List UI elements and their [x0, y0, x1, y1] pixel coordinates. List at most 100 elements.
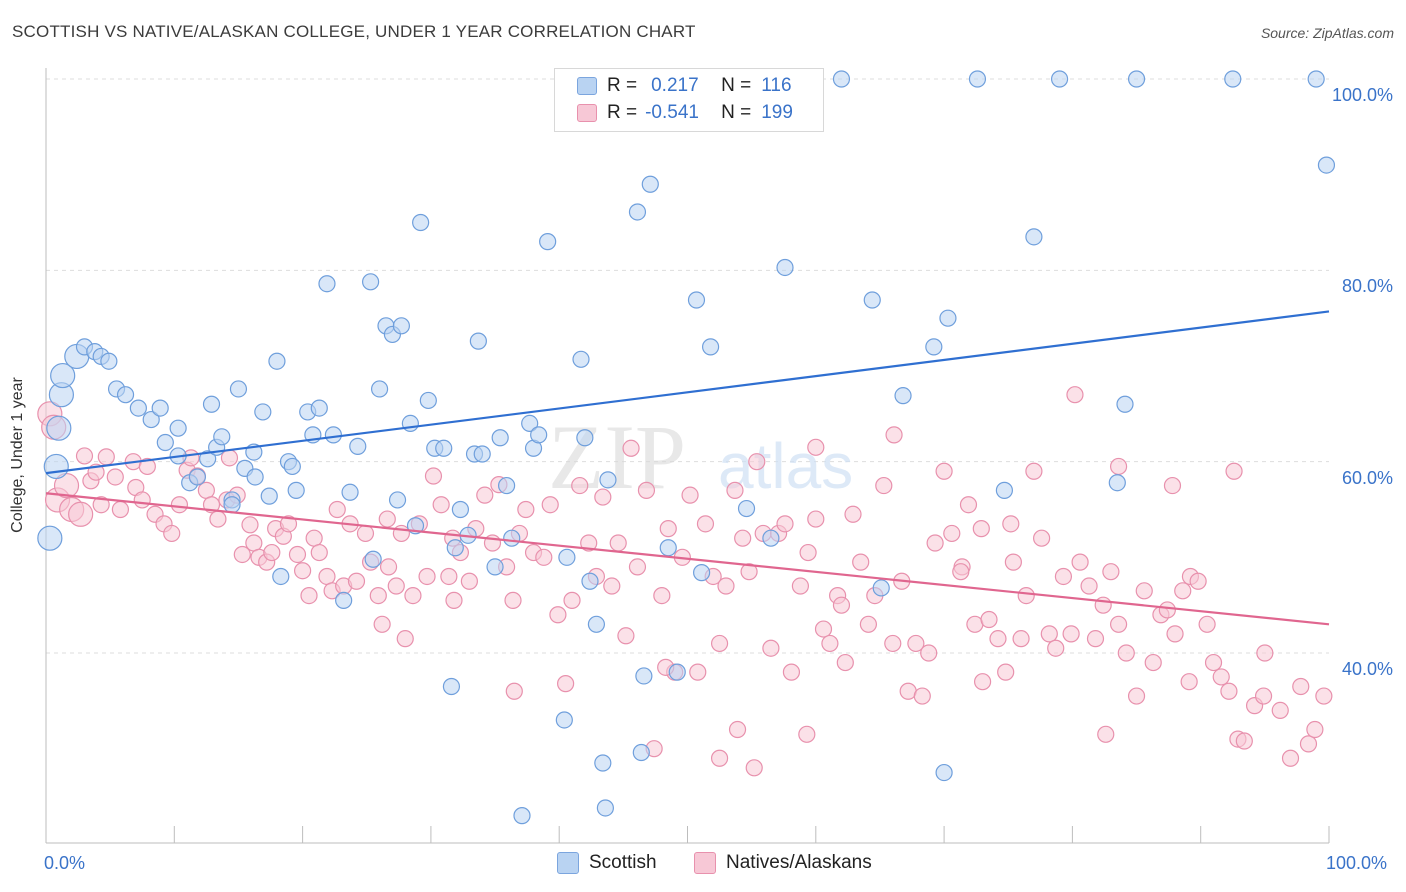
natives-alaskans-point	[653, 586, 671, 605]
scottish-point	[832, 70, 851, 88]
scottish-trend-line	[45, 310, 1330, 475]
scottish-point	[872, 579, 890, 597]
scottish-point	[283, 457, 301, 476]
scottish-point	[687, 291, 706, 309]
scottish-point	[863, 291, 881, 309]
natives-alaskans-point	[637, 481, 656, 499]
y-axis-title: College, Under 1 year	[9, 377, 26, 533]
scottish-point	[451, 500, 470, 519]
scottish-point	[116, 386, 135, 404]
natives-alaskans-point	[245, 534, 263, 552]
natives-alaskans-point	[1080, 577, 1098, 595]
scottish-point	[555, 711, 573, 729]
scottish-point	[1025, 228, 1043, 246]
natives-alaskans-point	[710, 634, 729, 653]
natives-alaskans-point	[681, 486, 699, 504]
natives-alaskans-point	[404, 586, 422, 605]
natives-alaskans-point	[1292, 677, 1310, 696]
r-label: R =	[607, 102, 638, 123]
scottish-point	[558, 548, 576, 566]
natives-alaskans-point	[821, 634, 839, 653]
scottish-point	[587, 615, 606, 633]
natives-alaskans-point	[844, 505, 862, 523]
scottish-point	[776, 258, 794, 277]
scottish-point	[572, 350, 590, 368]
natives-alaskans-point	[288, 545, 307, 564]
natives-alaskans-point	[424, 467, 443, 485]
scottish-point	[254, 403, 272, 421]
natives-alaskans-point	[952, 563, 970, 581]
natives-alaskans-point	[859, 615, 878, 633]
natives-alaskans-point	[913, 687, 931, 705]
scottish-point	[513, 807, 531, 825]
scottish-point	[188, 468, 206, 486]
natives-alaskans-point	[1144, 653, 1162, 672]
r-label: R =	[607, 75, 638, 96]
natives-alaskans-point	[347, 572, 366, 590]
chart-title: SCOTTISH VS NATIVE/ALASKAN COLLEGE, UNDE…	[12, 22, 696, 41]
natives-alaskans-point	[97, 448, 115, 466]
natives-alaskans-point	[776, 515, 794, 533]
natives-alaskans-point	[440, 567, 458, 586]
natives-alaskans-point	[748, 453, 766, 471]
natives-alaskans-point	[418, 567, 436, 586]
natives-alaskans-point	[603, 577, 621, 595]
scottish-point	[388, 491, 407, 509]
natives-alaskans-point	[220, 449, 239, 467]
axis-layer	[45, 68, 1330, 844]
scottish-point	[1307, 70, 1325, 88]
natives-alaskans-point	[263, 543, 281, 562]
natives-alaskans-point	[1102, 563, 1120, 581]
natives-alaskans-point	[138, 457, 156, 476]
natives-alaskans-point	[1198, 615, 1216, 633]
scottish-point	[43, 453, 69, 480]
scottish-point	[659, 539, 677, 557]
natives-alaskans-point	[1047, 639, 1065, 657]
natives-alaskans-point	[1012, 630, 1030, 648]
natives-alaskans-point	[209, 510, 227, 528]
natives-alaskans-point	[328, 500, 346, 519]
natives-alaskans-point	[972, 520, 990, 538]
natives-alaskans-point	[1109, 457, 1128, 476]
scottish-point	[260, 487, 278, 505]
legend-row-scottish: R = 0.217 N = 116	[577, 73, 792, 99]
natives-alaskans-point	[1086, 630, 1105, 648]
scottish-point	[539, 233, 557, 251]
natives-alaskans-point	[689, 663, 707, 681]
natives-alaskans-point	[535, 548, 553, 566]
natives-alaskans-points	[37, 386, 1333, 777]
y-tick-label: 60.0%	[1341, 467, 1393, 488]
scottish-point	[392, 317, 410, 335]
natives-alaskans-point	[852, 553, 870, 571]
scottish-point	[530, 426, 548, 444]
natives-alaskans-point	[1254, 687, 1273, 705]
natives-alaskans-point	[387, 577, 405, 595]
scottish-point	[1108, 474, 1126, 492]
scottish-point	[594, 754, 612, 772]
r-value: 0.217	[651, 75, 699, 96]
natives-alaskans-point	[241, 516, 259, 534]
natives-alaskans-point	[926, 534, 944, 552]
natives-alaskans-point	[356, 524, 375, 543]
scottish-point	[521, 414, 539, 432]
natives-alaskans-point	[378, 510, 396, 528]
natives-alaskans-point	[875, 476, 893, 495]
natives-alaskans-point	[279, 515, 298, 533]
natives-alaskans-point	[1158, 601, 1176, 619]
x-tick-label-max: 100.0%	[1326, 853, 1388, 873]
natives-alaskans-point	[980, 610, 998, 629]
scottish-point	[1116, 395, 1134, 413]
scottish-point	[925, 338, 943, 356]
natives-alaskans-point	[300, 586, 318, 605]
scottish-point	[310, 399, 328, 417]
natives-alaskans-point	[369, 586, 387, 605]
scottish-point	[486, 558, 504, 576]
scottish-point	[635, 667, 653, 685]
natives-alaskans-point	[1271, 701, 1289, 720]
scottish-point	[1127, 70, 1146, 88]
natives-alaskans-point	[907, 634, 925, 653]
natives-alaskans-point	[1281, 749, 1300, 767]
natives-alaskans-point	[305, 529, 323, 547]
scottish-point	[576, 429, 594, 447]
scottish-point	[668, 663, 686, 681]
